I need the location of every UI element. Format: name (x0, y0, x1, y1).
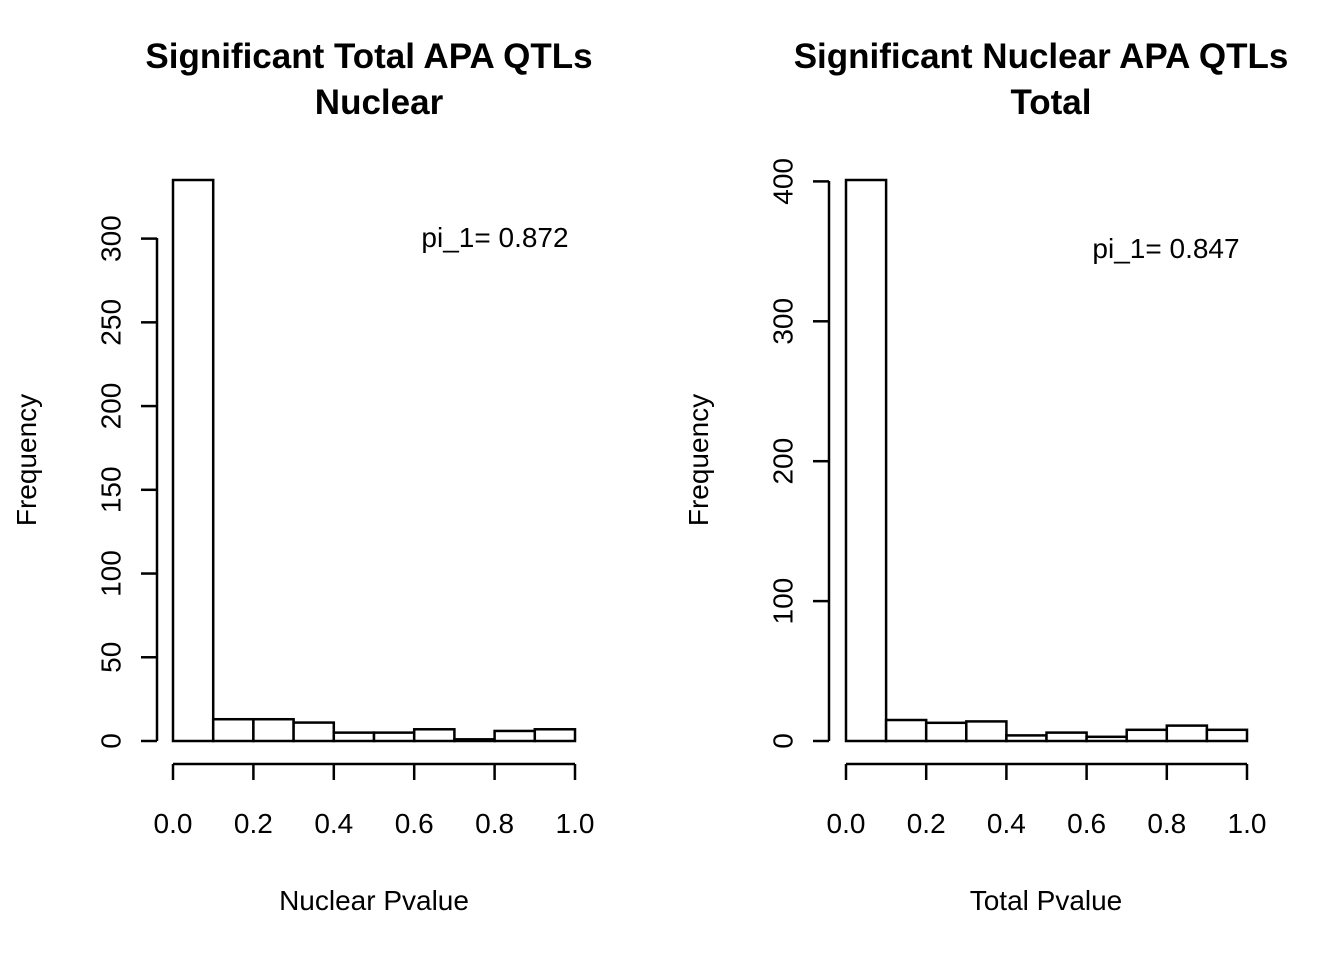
histogram-bar (1205, 728, 1249, 743)
x-axis-label: Total Pvalue (970, 885, 1123, 916)
histogram-bar (1125, 728, 1169, 743)
y-tick-label: 200 (768, 438, 799, 485)
x-tick-label: 0.2 (907, 808, 946, 839)
y-axis-ticks: 0 50 100 150 200 250 300 (96, 215, 157, 749)
y-axis-ticks: 0 100 200 300 400 (768, 158, 829, 749)
x-tick-label: 0.0 (827, 808, 866, 839)
histogram-bar (924, 721, 968, 743)
histogram-bar (171, 178, 215, 743)
bar-group (171, 178, 577, 743)
chart-title: Significant Nuclear APA QTLs (794, 37, 1289, 76)
y-tick-label: 200 (96, 383, 127, 430)
histogram-bar (252, 717, 295, 743)
y-tick-label: 250 (96, 299, 127, 346)
histogram-bar (965, 720, 1008, 743)
x-tick-label: 1.0 (1228, 808, 1267, 839)
histogram-bar (412, 728, 456, 743)
x-tick-label: 0.6 (1067, 808, 1106, 839)
histogram-bar (844, 178, 888, 743)
histogram-bar (211, 717, 255, 743)
y-tick-label: 0 (768, 733, 799, 749)
chart-subtitle: Nuclear (315, 83, 444, 122)
y-tick-label: 0 (96, 733, 127, 749)
chart-subtitle: Total (1010, 83, 1091, 122)
histogram-bar (453, 738, 496, 743)
histogram-bar (372, 731, 416, 743)
y-tick-label: 150 (96, 466, 127, 513)
y-axis-label: Frequency (11, 394, 42, 526)
x-axis-ticks: 0.0 0.2 0.4 0.6 0.8 1.0 (827, 764, 1267, 839)
y-tick-label: 300 (96, 215, 127, 262)
pi1-annotation: pi_1= 0.872 (421, 222, 568, 253)
chart-title: Significant Total APA QTLs (145, 37, 592, 76)
y-tick-label: 300 (768, 298, 799, 345)
x-tick-label: 0.4 (987, 808, 1026, 839)
histogram-bar (292, 721, 336, 743)
histogram-bar (493, 729, 537, 743)
y-tick-label: 100 (768, 578, 799, 625)
x-tick-label: 0.2 (234, 808, 273, 839)
y-axis-label: Frequency (683, 394, 714, 526)
histogram-panel-right: Significant Nuclear APA QTLs Total 0 100 2… (683, 37, 1288, 916)
histogram-bar (1045, 731, 1088, 743)
y-tick-label: 100 (96, 550, 127, 597)
histogram-bar (884, 718, 928, 743)
y-tick-label: 50 (96, 642, 127, 673)
histogram-bar (1165, 724, 1209, 743)
x-tick-label: 0.8 (1147, 808, 1186, 839)
pi1-annotation: pi_1= 0.847 (1092, 233, 1239, 264)
bar-group (844, 178, 1249, 743)
histogram-bar (1085, 735, 1128, 743)
x-tick-label: 0.0 (154, 808, 193, 839)
histogram-bar (533, 728, 577, 743)
histogram-panel-left: Significant Total APA QTLs Nuclear 0 50 10… (11, 37, 594, 916)
x-tick-label: 0.8 (475, 808, 514, 839)
x-tick-label: 0.4 (314, 808, 353, 839)
x-tick-label: 1.0 (556, 808, 595, 839)
histogram-bar (332, 731, 376, 743)
x-tick-label: 0.6 (395, 808, 434, 839)
y-tick-label: 400 (768, 158, 799, 205)
x-axis-ticks: 0.0 0.2 0.4 0.6 0.8 1.0 (154, 764, 595, 839)
x-axis-label: Nuclear Pvalue (279, 885, 469, 916)
histogram-bar (1005, 734, 1048, 743)
